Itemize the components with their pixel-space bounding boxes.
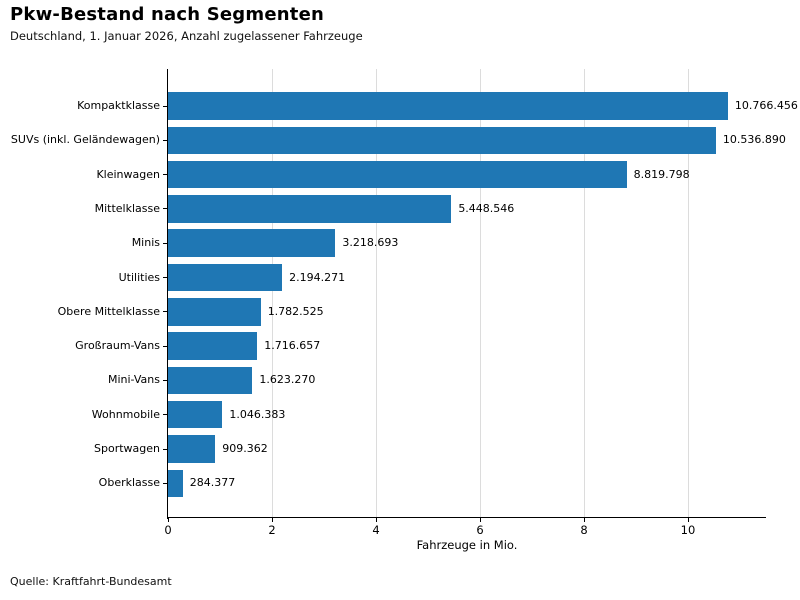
bar — [168, 435, 216, 463]
bar-value-label: 8.819.798 — [633, 167, 690, 181]
bar-value-label: 1.716.657 — [264, 339, 321, 353]
bar-value-label: 5.448.546 — [458, 201, 515, 215]
y-tick — [163, 311, 167, 313]
bar-category-label: Mini-Vans — [107, 373, 160, 387]
x-tick-label: 10 — [680, 523, 696, 537]
y-tick — [163, 242, 167, 244]
x-gridline — [271, 69, 273, 517]
bar-value-label: 909.362 — [222, 442, 268, 455]
y-tick — [163, 139, 167, 141]
bar-value-label: 10.766.456 — [734, 99, 798, 112]
bar — [168, 92, 728, 120]
y-tick — [163, 379, 167, 381]
bar — [168, 195, 452, 223]
bar-category-label: Minis — [131, 236, 160, 250]
y-tick — [163, 345, 167, 347]
x-tick-label: 6 — [476, 523, 484, 537]
x-gridline — [687, 69, 689, 517]
x-gridline — [375, 69, 377, 517]
y-tick — [163, 414, 167, 416]
y-tick — [163, 208, 167, 210]
x-tick — [583, 518, 585, 522]
bar — [168, 126, 716, 155]
x-tick — [479, 518, 481, 522]
bar — [168, 469, 183, 498]
bar-value-label: 10.536.890 — [722, 133, 786, 147]
bar-category-label: Kleinwagen — [96, 167, 160, 181]
chart-title: Pkw-Bestand nach Segmenten — [10, 4, 324, 25]
bar-category-label: SUVs (inkl. Geländewagen) — [10, 133, 160, 147]
x-axis-label: Fahrzeuge in Mio. — [416, 538, 518, 552]
y-tick — [163, 277, 167, 278]
bar-category-label: Sportwagen — [94, 442, 160, 455]
bar-category-label: Obere Mittelklasse — [57, 304, 160, 318]
y-tick — [163, 105, 167, 107]
bar-value-label: 2.194.271 — [289, 270, 346, 284]
bar-category-label: Großraum-Vans — [75, 339, 160, 353]
source-note: Quelle: Kraftfahrt-Bundesamt — [10, 575, 172, 588]
x-axis-spine — [166, 516, 766, 518]
bar-value-label: 1.782.525 — [267, 304, 324, 318]
x-gridline — [583, 69, 585, 517]
x-tick-label: 2 — [268, 523, 276, 537]
y-tick — [163, 482, 167, 484]
y-tick — [163, 448, 167, 450]
x-tick-label: 0 — [164, 523, 172, 537]
bar — [168, 400, 223, 429]
bar-category-label: Utilities — [118, 270, 160, 284]
bar-value-label: 284.377 — [189, 476, 236, 490]
y-axis-spine — [166, 69, 168, 519]
bar-value-label: 1.046.383 — [229, 407, 286, 421]
x-gridline — [479, 69, 481, 517]
x-tick-label: 4 — [372, 523, 380, 537]
bar-category-label: Oberklasse — [98, 476, 160, 490]
bar-category-label: Kompaktklasse — [77, 99, 160, 112]
bar-value-label: 1.623.270 — [259, 373, 316, 387]
chart-subtitle: Deutschland, 1. Januar 2026, Anzahl zuge… — [10, 29, 363, 43]
bar — [168, 263, 283, 292]
bar — [168, 332, 258, 360]
x-tick — [167, 518, 169, 522]
y-tick — [163, 174, 167, 176]
x-tick — [271, 518, 273, 522]
bar — [168, 366, 253, 395]
bar — [168, 229, 336, 257]
x-tick — [687, 518, 689, 522]
bar — [168, 298, 261, 326]
bar-value-label: 3.218.693 — [342, 236, 399, 250]
bar — [168, 160, 627, 189]
x-tick-label: 8 — [580, 523, 588, 537]
bar-category-label: Mittelklasse — [94, 201, 160, 215]
x-tick — [375, 518, 377, 522]
bar-category-label: Wohnmobile — [91, 407, 160, 421]
